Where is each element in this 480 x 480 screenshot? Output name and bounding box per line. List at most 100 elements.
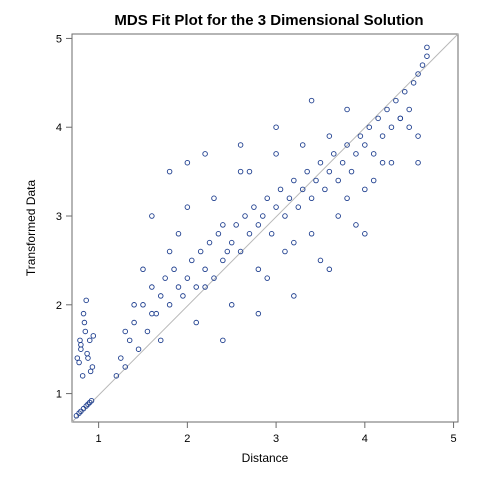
data-point xyxy=(313,177,319,184)
data-point xyxy=(344,195,350,202)
data-point xyxy=(85,401,91,407)
data-point xyxy=(268,231,275,237)
x-tick-label: 4 xyxy=(362,433,368,445)
data-point xyxy=(286,195,293,202)
data-point xyxy=(348,168,355,175)
data-point xyxy=(211,275,217,281)
data-point xyxy=(237,168,244,175)
data-point xyxy=(335,213,341,219)
data-point xyxy=(184,159,191,166)
data-point xyxy=(299,186,306,193)
data-point xyxy=(379,159,386,166)
data-point xyxy=(362,231,368,237)
data-point xyxy=(140,302,146,308)
data-point xyxy=(122,328,128,335)
data-point xyxy=(220,337,226,344)
y-tick-label: 5 xyxy=(56,33,62,45)
data-point xyxy=(80,310,87,317)
data-point xyxy=(202,151,208,157)
chart-title: MDS Fit Plot for the 3 Dimensional Solut… xyxy=(114,12,423,29)
data-point xyxy=(228,239,235,246)
data-point xyxy=(375,115,381,122)
x-axis: 1 2 3 4 5 xyxy=(96,422,457,445)
data-point xyxy=(282,213,288,219)
data-point xyxy=(255,310,262,317)
data-point xyxy=(415,133,421,139)
data-point xyxy=(184,204,191,210)
data-point xyxy=(171,266,177,273)
data-point xyxy=(131,319,137,326)
data-point xyxy=(291,177,297,184)
y-tick-label: 1 xyxy=(56,389,62,401)
data-point xyxy=(87,368,94,375)
data-point xyxy=(193,319,199,326)
data-point xyxy=(406,124,412,130)
data-point xyxy=(84,350,90,357)
data-point xyxy=(83,403,89,409)
data-point xyxy=(202,266,208,273)
x-tick-label: 2 xyxy=(184,433,190,445)
data-point xyxy=(157,337,164,344)
data-point xyxy=(82,328,89,335)
data-point xyxy=(255,222,262,228)
data-point xyxy=(419,62,426,68)
x-tick-label: 3 xyxy=(273,433,279,445)
data-point xyxy=(131,302,137,308)
data-point xyxy=(260,213,266,219)
plot-area-frame xyxy=(71,33,459,423)
y-axis-label: Transformed Data xyxy=(24,180,38,277)
scatter-points xyxy=(73,44,430,419)
data-point xyxy=(197,248,204,255)
data-point xyxy=(264,275,270,281)
data-point xyxy=(326,266,333,273)
data-point xyxy=(77,337,83,344)
data-point xyxy=(149,310,155,317)
reference-line xyxy=(71,33,459,423)
data-point xyxy=(246,168,253,175)
data-point xyxy=(339,159,346,166)
data-point xyxy=(251,204,257,210)
data-point xyxy=(162,275,168,281)
data-point xyxy=(362,142,368,148)
data-point xyxy=(189,257,195,264)
data-point xyxy=(175,231,182,237)
x-tick-label: 1 xyxy=(96,433,102,445)
data-point xyxy=(246,231,253,237)
data-point xyxy=(308,97,315,104)
data-point xyxy=(415,159,421,166)
data-point xyxy=(220,222,226,228)
data-point xyxy=(118,355,124,361)
x-tick-label: 5 xyxy=(451,433,457,445)
data-point xyxy=(78,346,84,352)
data-point xyxy=(344,106,350,113)
data-point xyxy=(273,204,279,210)
data-point xyxy=(215,231,222,237)
data-point xyxy=(86,399,93,406)
data-point xyxy=(224,248,231,255)
data-point xyxy=(180,293,186,299)
data-point xyxy=(237,142,244,148)
data-point xyxy=(291,239,297,246)
data-point xyxy=(211,195,217,202)
data-point xyxy=(81,319,88,326)
data-point xyxy=(388,159,395,166)
data-point xyxy=(291,293,297,299)
data-point xyxy=(153,310,160,317)
data-point xyxy=(144,328,151,335)
data-point xyxy=(166,168,173,175)
data-point xyxy=(326,133,333,139)
data-point xyxy=(166,302,173,308)
data-point xyxy=(406,106,412,113)
data-point xyxy=(362,186,368,193)
data-point xyxy=(122,364,128,370)
x-axis-label: Distance xyxy=(242,451,289,465)
data-point xyxy=(384,106,390,113)
y-tick-label: 2 xyxy=(56,300,62,312)
data-point xyxy=(282,248,288,255)
data-point xyxy=(206,239,213,246)
data-point xyxy=(89,364,96,370)
data-point xyxy=(86,337,93,344)
data-point xyxy=(295,204,302,210)
data-point xyxy=(193,284,199,290)
